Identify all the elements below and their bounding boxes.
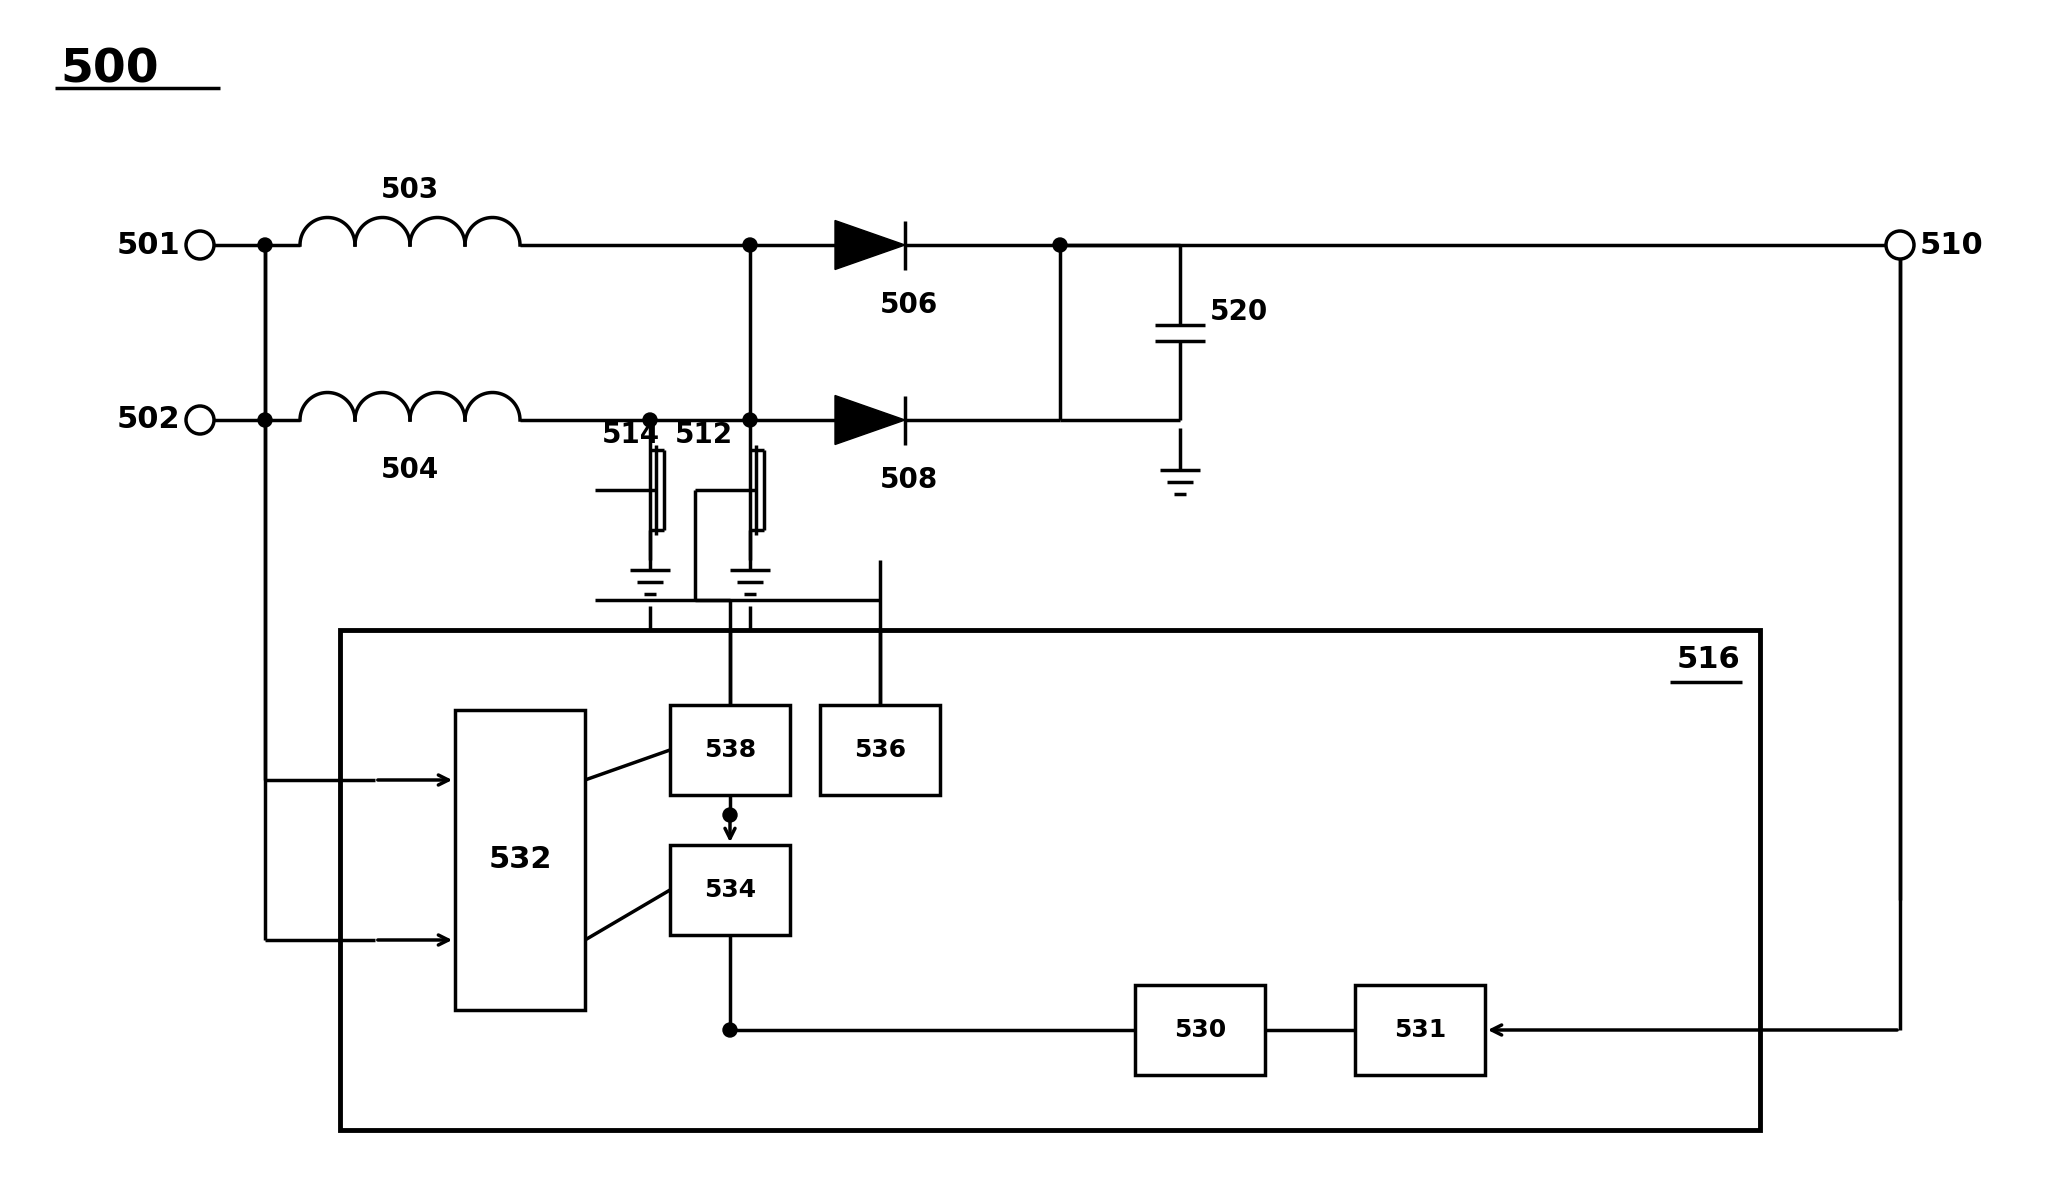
Circle shape bbox=[743, 238, 757, 252]
Circle shape bbox=[257, 238, 272, 252]
Circle shape bbox=[644, 412, 656, 427]
Bar bbox=[671, 704, 790, 795]
Text: 506: 506 bbox=[880, 291, 938, 319]
Circle shape bbox=[743, 412, 757, 427]
Circle shape bbox=[1053, 238, 1068, 252]
Text: 534: 534 bbox=[703, 879, 757, 902]
Text: 510: 510 bbox=[1919, 230, 1983, 260]
Text: 531: 531 bbox=[1395, 1018, 1446, 1042]
Circle shape bbox=[185, 231, 214, 259]
Bar bbox=[1135, 985, 1265, 1075]
Text: 532: 532 bbox=[488, 845, 551, 875]
Bar bbox=[339, 631, 1761, 1130]
Text: 502: 502 bbox=[117, 405, 181, 435]
Text: 530: 530 bbox=[1175, 1018, 1226, 1042]
Circle shape bbox=[722, 1023, 736, 1037]
Bar bbox=[671, 845, 790, 935]
Bar bbox=[821, 704, 940, 795]
Bar bbox=[1356, 985, 1485, 1075]
Text: 501: 501 bbox=[117, 230, 181, 260]
Circle shape bbox=[1886, 231, 1913, 259]
Circle shape bbox=[185, 406, 214, 434]
Text: 520: 520 bbox=[1210, 298, 1269, 325]
Text: 536: 536 bbox=[854, 738, 905, 762]
Text: 512: 512 bbox=[675, 421, 732, 449]
Text: 514: 514 bbox=[603, 421, 660, 449]
Polygon shape bbox=[835, 396, 905, 445]
Circle shape bbox=[722, 808, 736, 822]
Text: 508: 508 bbox=[880, 466, 938, 493]
Circle shape bbox=[257, 412, 272, 427]
Text: 516: 516 bbox=[1676, 646, 1740, 675]
Text: 504: 504 bbox=[381, 457, 438, 484]
Text: 503: 503 bbox=[381, 176, 438, 204]
Polygon shape bbox=[835, 221, 905, 269]
Text: 538: 538 bbox=[703, 738, 757, 762]
Text: 500: 500 bbox=[60, 48, 158, 93]
Bar bbox=[455, 710, 584, 1010]
